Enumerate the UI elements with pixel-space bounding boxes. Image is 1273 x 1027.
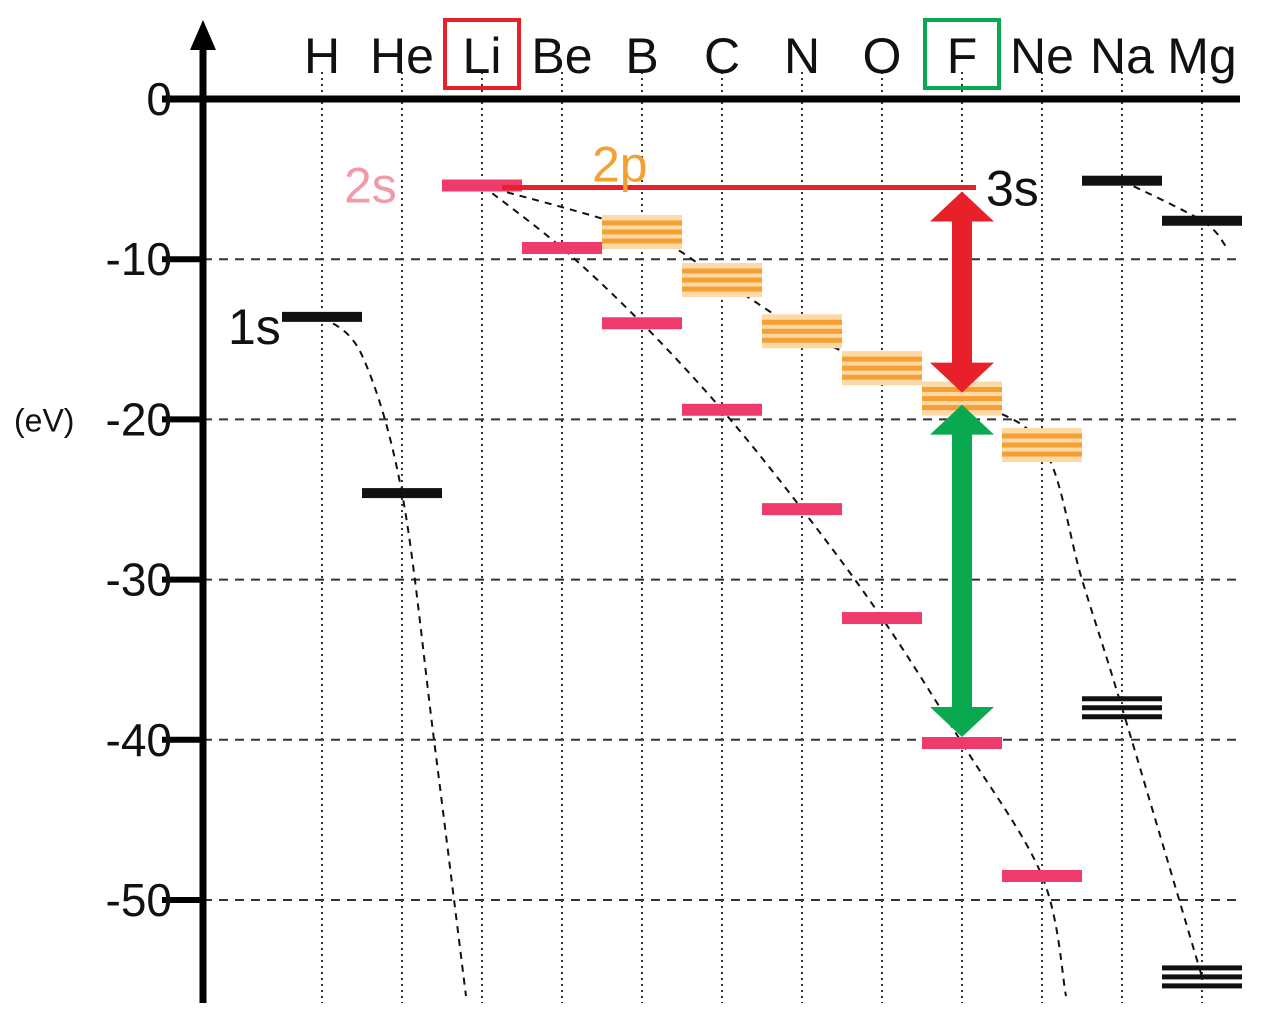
level-2s-n <box>762 503 842 516</box>
level-2s-b <box>602 317 682 330</box>
highlight-box-f <box>923 18 1001 90</box>
level-2p-n <box>762 314 842 349</box>
level-2p-o <box>842 351 922 386</box>
level-1s-h <box>282 311 362 322</box>
level-2pNaMg-na <box>1082 696 1162 720</box>
level-subline <box>682 277 762 283</box>
level-subline <box>1002 442 1082 448</box>
level-subline <box>762 328 842 334</box>
trend-curves <box>321 179 1227 997</box>
level-subline <box>1162 983 1242 989</box>
level-2s-o <box>842 612 922 625</box>
level-subline <box>682 286 762 292</box>
trend-curve-1 <box>321 316 467 997</box>
level-subline <box>1162 974 1242 980</box>
level-2p-ne <box>1002 428 1082 463</box>
element-label-n: N <box>784 28 820 84</box>
y-tick-label: -10 <box>106 233 172 285</box>
axes <box>162 20 1240 1003</box>
orbital-label-1s: 1s <box>228 299 281 355</box>
element-label-mg: Mg <box>1167 28 1236 84</box>
level-1s-he <box>362 488 442 499</box>
level-2s-f <box>922 737 1002 750</box>
y-tick-label: 0 <box>146 73 172 125</box>
trend-curve-4 <box>1121 179 1227 248</box>
trend-curve-3 <box>481 184 1203 978</box>
element-label-li: Li <box>463 28 502 84</box>
level-subline <box>922 396 1002 402</box>
y-axis-arrow-icon <box>190 20 216 50</box>
level-subline <box>1002 451 1082 457</box>
y-tick-label: -50 <box>106 874 172 926</box>
level-subline <box>762 319 842 325</box>
element-label-h: H <box>304 28 340 84</box>
level-2pNaMg-mg <box>1162 965 1242 989</box>
level-2s-ne <box>1002 869 1082 882</box>
level-subline <box>602 238 682 244</box>
level-subline <box>1082 705 1162 711</box>
labels: 0 -10 -20 -30 -40 -50 (eV) H He Li Be B C N O F Ne Na Mg 1s… <box>14 18 1237 926</box>
level-2p-b <box>602 214 682 249</box>
orbital-label-3s: 3s <box>986 161 1039 217</box>
y-axis-unit: (eV) <box>14 402 74 438</box>
level-2s-c <box>682 403 762 416</box>
element-label-c: C <box>704 28 740 84</box>
y-tick-label: -30 <box>106 554 172 606</box>
trend-curve-2 <box>481 184 1067 997</box>
level-subline <box>842 356 922 362</box>
level-3s-na <box>1082 175 1162 186</box>
element-label-o: O <box>863 28 902 84</box>
level-subline <box>1162 965 1242 971</box>
double-arrow-red <box>930 191 994 393</box>
double-arrow-green <box>930 404 994 738</box>
level-subline <box>1082 714 1162 720</box>
element-label-b: B <box>625 28 658 84</box>
y-tick-label: -20 <box>106 393 172 445</box>
level-subline <box>842 374 922 380</box>
orbital-label-2s: 2s <box>344 158 397 214</box>
element-label-f: F <box>947 28 978 84</box>
level-2s-be <box>522 241 602 254</box>
level-subline <box>682 268 762 274</box>
level-subline <box>602 220 682 226</box>
energy-levels <box>282 175 1242 989</box>
element-label-ne: Ne <box>1010 28 1074 84</box>
level-3s-mg <box>1162 215 1242 226</box>
level-subline <box>842 365 922 371</box>
level-subline <box>762 337 842 343</box>
element-label-he: He <box>370 28 434 84</box>
annotations <box>502 185 994 738</box>
level-subline <box>1002 433 1082 439</box>
orbital-label-2p: 2p <box>592 137 648 193</box>
level-subline <box>1082 696 1162 702</box>
y-tick-label: -40 <box>106 714 172 766</box>
highlight-box-li <box>443 18 521 90</box>
level-subline <box>602 229 682 235</box>
grid <box>203 72 1240 1003</box>
level-2p-c <box>682 263 762 298</box>
element-label-na: Na <box>1090 28 1154 84</box>
element-label-be: Be <box>531 28 592 84</box>
